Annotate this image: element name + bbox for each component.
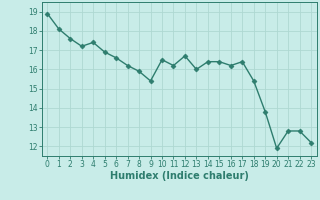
X-axis label: Humidex (Indice chaleur): Humidex (Indice chaleur) — [110, 171, 249, 181]
